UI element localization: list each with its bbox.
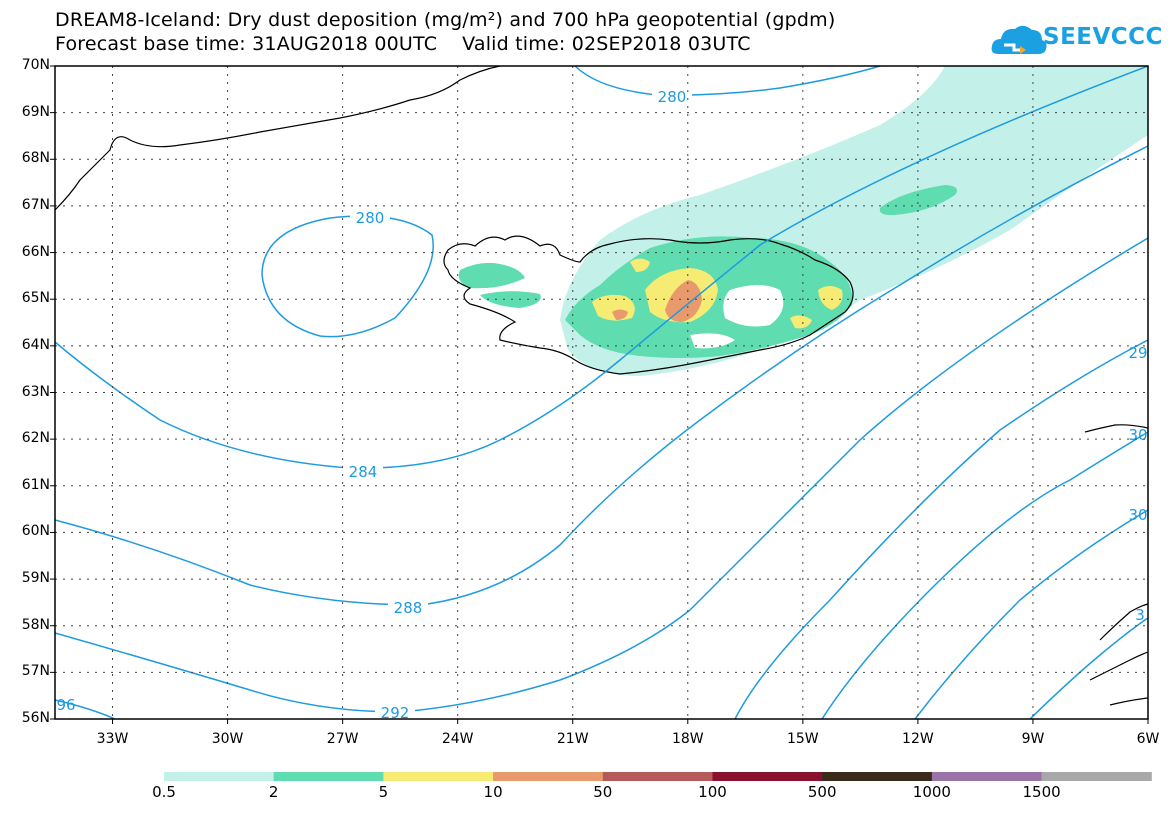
lon-label: 30W — [211, 731, 244, 747]
legend-value: 10 — [483, 783, 503, 801]
legend-value: 5 — [378, 783, 389, 801]
lat-label: 58N — [21, 616, 50, 633]
map-title: DREAM8-Iceland: Dry dust deposition (mg/… — [55, 9, 836, 31]
lon-label: 27W — [326, 731, 359, 747]
contour-label: 29 — [1128, 344, 1147, 362]
lon-label: 9W — [1021, 731, 1045, 747]
lon-label: 12W — [902, 731, 934, 747]
legend-swatch — [822, 772, 933, 781]
dust-field-gaps — [690, 285, 784, 349]
lon-label: 6W — [1136, 731, 1160, 747]
lat-label: 57N — [21, 663, 50, 680]
legend-swatch — [931, 772, 1043, 781]
legend-value: 2 — [268, 783, 279, 801]
contour-label: 288 — [394, 599, 423, 617]
contour-label: 280 — [658, 88, 687, 106]
contour-label: 3 — [1135, 606, 1145, 624]
contour-label: 284 — [349, 463, 378, 481]
axis-ticks — [50, 65, 1149, 724]
contour-label: 280 — [356, 209, 385, 227]
geopotential-contours — [54, 65, 1149, 720]
lat-label: 64N — [21, 336, 50, 353]
lon-label: 21W — [556, 731, 589, 747]
lat-label: 56N — [21, 710, 50, 726]
map-subtitle: Forecast base time: 31AUG2018 00UTC Vali… — [55, 33, 751, 55]
lat-label: 67N — [21, 196, 50, 213]
logo-text: SEEVCCC — [1043, 24, 1163, 50]
lat-label: 62N — [21, 430, 50, 447]
lat-label: 66N — [21, 243, 50, 260]
legend-swatch — [383, 772, 494, 781]
lat-label: 70N — [21, 57, 50, 73]
cloud-logo-icon — [991, 25, 1047, 54]
lat-label: 60N — [21, 523, 50, 540]
lon-label: 15W — [786, 731, 819, 747]
contour-labels: 280 280 284 288 292 96 29 30 30 3 — [56, 88, 1148, 722]
legend-value: 0.5 — [152, 783, 176, 801]
graticule — [55, 66, 1148, 719]
lon-label: 33W — [96, 731, 129, 747]
lat-label: 63N — [21, 383, 50, 400]
legend-value: 1000 — [912, 783, 951, 801]
lat-label: 65N — [21, 290, 50, 307]
lat-label: 59N — [21, 570, 50, 587]
contour-label: 96 — [56, 696, 75, 714]
lon-label: 18W — [671, 731, 704, 747]
coastlines — [54, 65, 1149, 706]
legend-swatch — [602, 772, 713, 781]
dust-field-orange — [612, 280, 702, 322]
contour-label: 30 — [1128, 426, 1147, 444]
legend-swatch — [1041, 772, 1152, 781]
lat-label: 68N — [21, 150, 50, 167]
legend-swatch — [493, 772, 604, 781]
legend-swatch — [164, 772, 275, 781]
legend-colorbar — [164, 772, 1152, 781]
lat-label: 61N — [21, 476, 50, 493]
contour-label: 292 — [381, 704, 410, 722]
lat-label: 69N — [21, 103, 50, 120]
legend-value: 50 — [593, 783, 613, 801]
contour-label: 30 — [1128, 506, 1147, 524]
legend-swatch — [712, 772, 823, 781]
legend-value: 100 — [698, 783, 727, 801]
legend-value: 500 — [807, 783, 837, 801]
legend-swatch — [273, 772, 384, 781]
lon-label: 24W — [441, 731, 474, 747]
legend-value: 1500 — [1022, 783, 1061, 801]
